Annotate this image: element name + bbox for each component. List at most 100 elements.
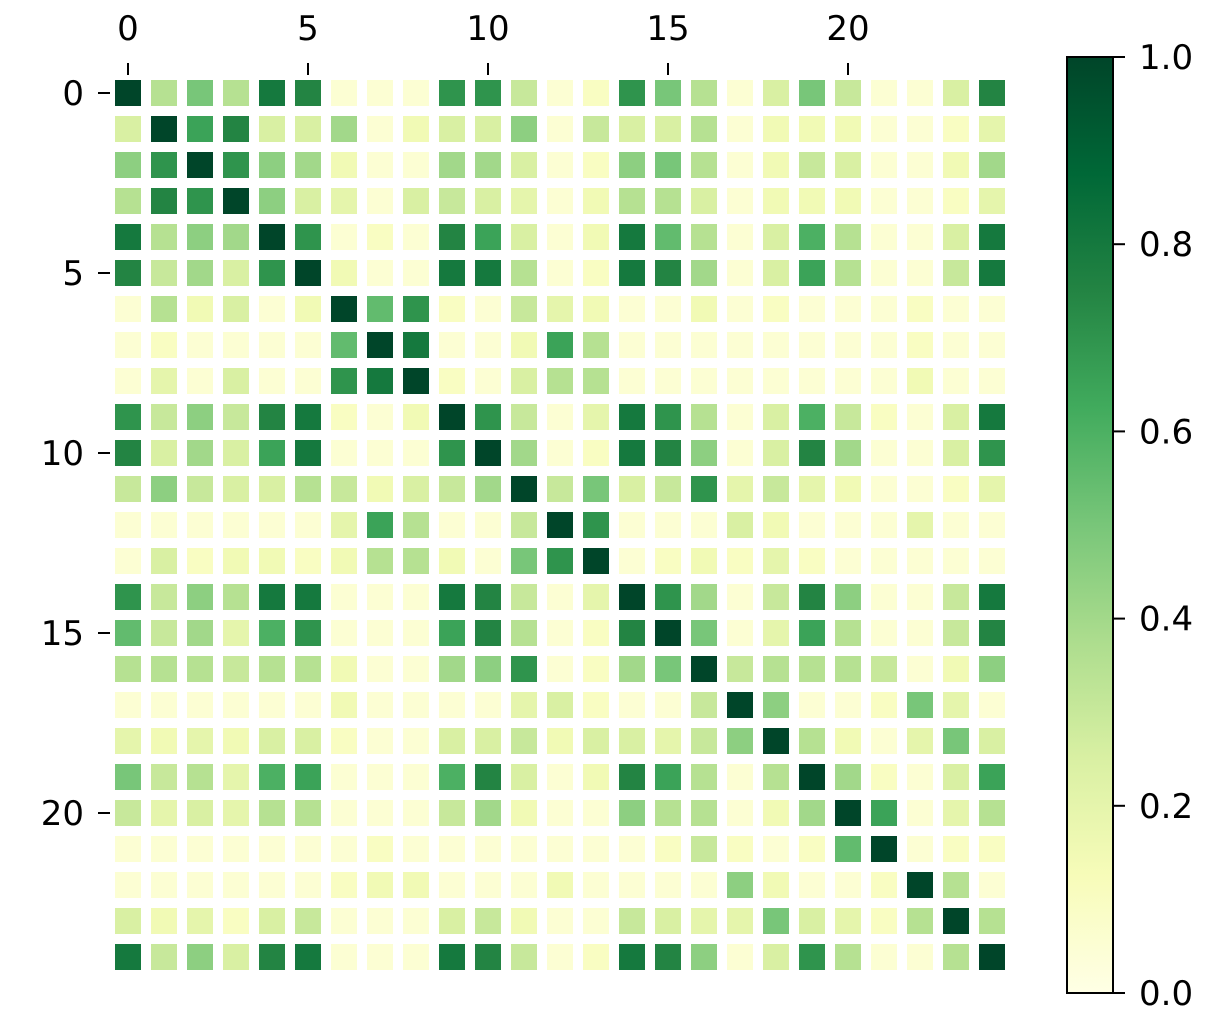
heatmap-cell-14-10 [475, 584, 501, 610]
heatmap-cell-10-13 [583, 440, 609, 466]
heatmap-cell-8-0 [115, 368, 141, 394]
heatmap-cell-14-1 [151, 584, 177, 610]
heatmap-cell-21-20 [835, 836, 861, 862]
heatmap-cell-4-9 [439, 224, 465, 250]
heatmap-cell-21-18 [763, 836, 789, 862]
heatmap-cell-23-15 [655, 908, 681, 934]
heatmap-cell-17-15 [655, 692, 681, 718]
heatmap-cell-12-8 [403, 512, 429, 538]
heatmap-cell-10-4 [259, 440, 285, 466]
heatmap-cell-18-12 [547, 728, 573, 754]
heatmap-cell-0-6 [331, 80, 357, 106]
colorbar-ticks: 0.0 0.2 0.4 0.6 0.8 1.0 [1113, 38, 1193, 1014]
heatmap-cell-22-13 [583, 872, 609, 898]
heatmap-cell-17-5 [295, 692, 321, 718]
heatmap-cell-8-15 [655, 368, 681, 394]
heatmap-cell-19-0 [115, 764, 141, 790]
heatmap-cell-4-0 [115, 224, 141, 250]
heatmap-cell-4-23 [943, 224, 969, 250]
heatmap-cell-23-6 [331, 908, 357, 934]
heatmap-cell-23-10 [475, 908, 501, 934]
heatmap-cell-6-13 [583, 296, 609, 322]
heatmap-cell-0-20 [835, 80, 861, 106]
heatmap-cell-0-1 [151, 80, 177, 106]
heatmap-cell-14-4 [259, 584, 285, 610]
heatmap-cell-6-16 [691, 296, 717, 322]
heatmap-cell-11-1 [151, 476, 177, 502]
heatmap-cell-23-24 [979, 908, 1005, 934]
heatmap-cell-10-12 [547, 440, 573, 466]
heatmap-cell-9-7 [367, 404, 393, 430]
heatmap-cell-21-11 [511, 836, 537, 862]
heatmap-cell-5-17 [727, 260, 753, 286]
heatmap-cell-24-0 [115, 944, 141, 970]
heatmap-cell-23-22 [907, 908, 933, 934]
heatmap-cell-21-1 [151, 836, 177, 862]
heatmap-cell-1-6 [331, 116, 357, 142]
heatmap-cell-8-24 [979, 368, 1005, 394]
heatmap-cell-22-5 [295, 872, 321, 898]
heatmap-cell-11-14 [619, 476, 645, 502]
heatmap-cell-4-11 [511, 224, 537, 250]
heatmap-cell-11-16 [691, 476, 717, 502]
heatmap-cell-21-5 [295, 836, 321, 862]
heatmap-cell-17-19 [799, 692, 825, 718]
heatmap-cell-16-22 [907, 656, 933, 682]
heatmap-cell-12-2 [187, 512, 213, 538]
heatmap-cell-14-14 [619, 584, 645, 610]
heatmap-cell-7-1 [151, 332, 177, 358]
heatmap-cell-15-16 [691, 620, 717, 646]
heatmap-cell-13-23 [943, 548, 969, 574]
heatmap-cell-2-0 [115, 152, 141, 178]
heatmap-cell-10-17 [727, 440, 753, 466]
heatmap-cell-5-8 [403, 260, 429, 286]
heatmap-cell-14-19 [799, 584, 825, 610]
heatmap-cell-20-10 [475, 800, 501, 826]
heatmap-cell-14-9 [439, 584, 465, 610]
heatmap-cell-1-14 [619, 116, 645, 142]
heatmap-cell-2-2 [187, 152, 213, 178]
heatmap-cell-6-19 [799, 296, 825, 322]
heatmap-cell-11-3 [223, 476, 249, 502]
heatmap-cell-9-9 [439, 404, 465, 430]
heatmap-cell-16-12 [547, 656, 573, 682]
heatmap-cell-11-10 [475, 476, 501, 502]
heatmap-cell-18-14 [619, 728, 645, 754]
heatmap-cell-18-10 [475, 728, 501, 754]
heatmap-cell-3-20 [835, 188, 861, 214]
heatmap-cell-17-21 [871, 692, 897, 718]
heatmap-cell-6-21 [871, 296, 897, 322]
heatmap-cell-9-1 [151, 404, 177, 430]
heatmap-cell-10-18 [763, 440, 789, 466]
heatmap-cell-11-4 [259, 476, 285, 502]
x-axis: 0 5 10 15 20 [117, 9, 870, 75]
heatmap-cell-14-18 [763, 584, 789, 610]
heatmap-cell-4-3 [223, 224, 249, 250]
heatmap-cell-5-13 [583, 260, 609, 286]
heatmap-cell-24-9 [439, 944, 465, 970]
heatmap-cell-11-6 [331, 476, 357, 502]
heatmap-cell-19-16 [691, 764, 717, 790]
heatmap-cell-16-19 [799, 656, 825, 682]
heatmap-cell-16-18 [763, 656, 789, 682]
heatmap-cell-7-14 [619, 332, 645, 358]
heatmap-cell-2-23 [943, 152, 969, 178]
heatmap-cell-11-15 [655, 476, 681, 502]
heatmap-cells [115, 80, 1005, 970]
heatmap-cell-3-4 [259, 188, 285, 214]
heatmap-cell-12-7 [367, 512, 393, 538]
heatmap-cell-14-23 [943, 584, 969, 610]
heatmap-cell-18-9 [439, 728, 465, 754]
heatmap-cell-4-12 [547, 224, 573, 250]
heatmap-cell-8-22 [907, 368, 933, 394]
heatmap-cell-18-16 [691, 728, 717, 754]
heatmap-cell-9-21 [871, 404, 897, 430]
heatmap-cell-11-5 [295, 476, 321, 502]
heatmap-cell-20-6 [331, 800, 357, 826]
heatmap-cell-15-4 [259, 620, 285, 646]
heatmap-cell-14-11 [511, 584, 537, 610]
heatmap-cell-15-5 [295, 620, 321, 646]
heatmap-cell-15-17 [727, 620, 753, 646]
heatmap-cell-3-14 [619, 188, 645, 214]
heatmap-cell-19-4 [259, 764, 285, 790]
